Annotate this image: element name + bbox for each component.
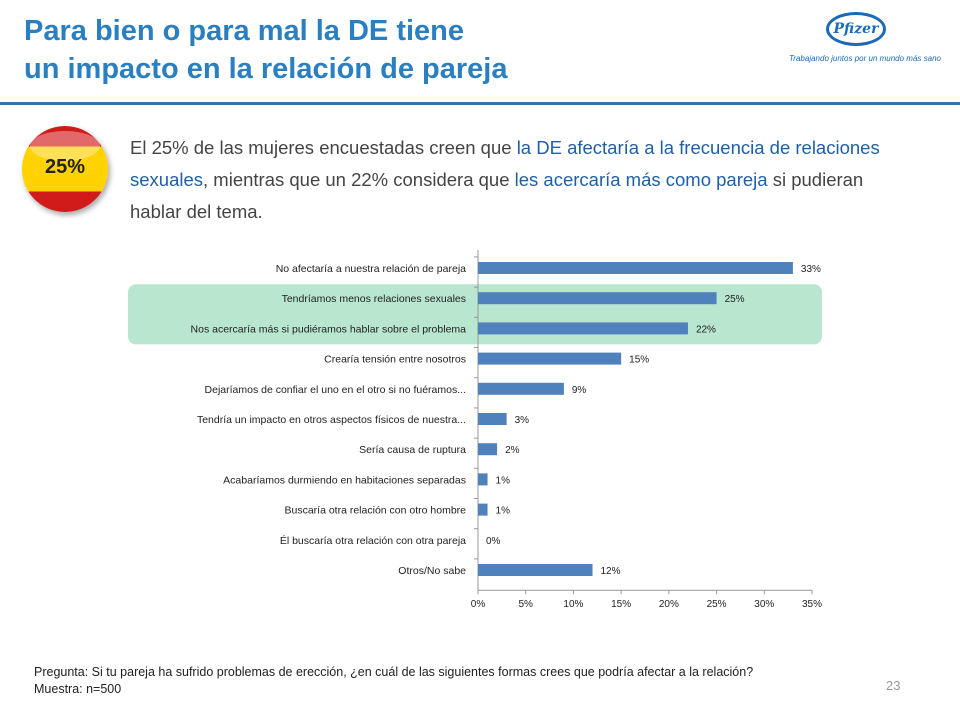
pfizer-tagline: Trabajando juntos por un mundo más sano xyxy=(789,54,941,63)
header-divider xyxy=(0,102,960,105)
pfizer-logo: Pfizer Trabajando juntos por un mundo má… xyxy=(780,12,950,72)
data-label: 25% xyxy=(725,294,745,305)
data-bar xyxy=(478,292,717,305)
intro-part-2: , mientras que un 22% considera que xyxy=(203,169,515,190)
data-label: 1% xyxy=(496,506,511,517)
data-bar xyxy=(478,443,498,456)
page-title: Para bien o para mal la DE tiene un impa… xyxy=(24,12,664,88)
category-label: Crearía tensión entre nosotros xyxy=(324,354,466,366)
x-tick-label: 15% xyxy=(611,599,631,610)
category-label: Sería causa de ruptura xyxy=(359,444,466,456)
badge-shine xyxy=(30,131,100,161)
data-label: 33% xyxy=(801,264,821,275)
footnote-sample: Muestra: n=500 xyxy=(34,682,122,696)
data-bar xyxy=(478,503,488,516)
category-label: Tendría un impacto en otros aspectos fís… xyxy=(197,414,466,426)
footnote-question: Pregunta: Si tu pareja ha sufrido proble… xyxy=(34,665,754,679)
data-label: 9% xyxy=(572,385,587,396)
x-tick-label: 30% xyxy=(754,599,774,610)
intro-text: El 25% de las mujeres encuestadas creen … xyxy=(130,132,900,228)
category-label: Nos acercaría más si pudiéramos hablar s… xyxy=(191,323,467,335)
intro-part-1: El 25% de las mujeres encuestadas creen … xyxy=(130,137,517,158)
data-label: 3% xyxy=(515,415,530,426)
x-tick-label: 0% xyxy=(471,599,486,610)
category-label: Tendríamos menos relaciones sexuales xyxy=(282,293,466,305)
category-label: Acabaríamos durmiendo en habitaciones se… xyxy=(223,474,466,486)
x-tick-label: 35% xyxy=(802,599,822,610)
data-label: 15% xyxy=(629,355,649,366)
page-number: 23 xyxy=(886,678,901,693)
data-bar xyxy=(478,564,593,576)
footnote: Pregunta: Si tu pareja ha sufrido proble… xyxy=(34,664,874,698)
x-tick-label: 10% xyxy=(563,599,583,610)
badge-label: 25% xyxy=(44,156,86,178)
intro-part-3: si pudieran hablar del tema. xyxy=(130,169,864,222)
x-tick-label: 25% xyxy=(707,599,727,610)
data-label: 12% xyxy=(601,566,621,577)
data-bar xyxy=(478,382,564,395)
data-bar xyxy=(478,322,688,335)
title-line-2: un impacto en la relación de pareja xyxy=(24,53,508,85)
intro-highlight-1: la DE afectaría a la frecuencia de relac… xyxy=(130,137,880,190)
data-bar xyxy=(478,262,793,274)
impact-bar-chart: No afectaría a nuestra relación de parej… xyxy=(128,250,822,610)
data-label: 0% xyxy=(486,536,501,547)
title-line-1: Para bien o para mal la DE tiene xyxy=(24,15,464,47)
data-bar xyxy=(478,352,622,365)
category-label: No afectaría a nuestra relación de parej… xyxy=(276,263,466,275)
data-label: 22% xyxy=(696,324,716,335)
pfizer-wordmark: Pfizer xyxy=(826,12,886,46)
category-label: Otros/No sabe xyxy=(398,565,466,577)
category-label: Él buscaría otra relación con otra parej… xyxy=(280,534,466,547)
category-label: Buscaría otra relación con otro hombre xyxy=(284,505,466,517)
data-label: 1% xyxy=(496,475,511,486)
data-bar xyxy=(478,473,488,486)
intro-highlight-2: les acercaría más como pareja xyxy=(514,169,768,190)
x-tick-label: 5% xyxy=(518,599,533,610)
spain-flag-badge: 25% xyxy=(22,126,108,212)
x-tick-label: 20% xyxy=(659,599,679,610)
data-bar xyxy=(478,413,507,425)
category-label: Dejaríamos de confiar el uno en el otro … xyxy=(205,384,466,396)
data-label: 2% xyxy=(505,445,520,456)
